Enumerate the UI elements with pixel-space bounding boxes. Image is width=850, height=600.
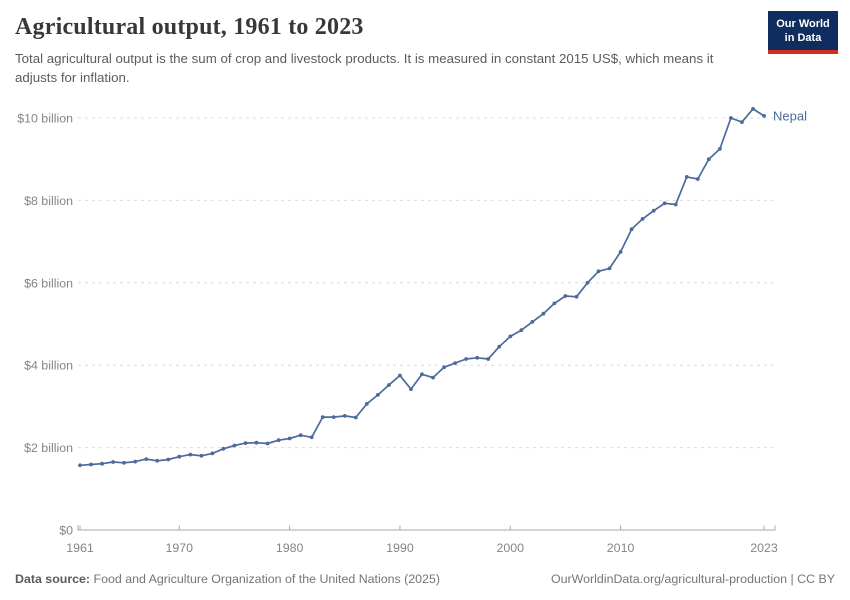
data-point[interactable] bbox=[409, 387, 413, 391]
chart-footer: Data source: Food and Agriculture Organi… bbox=[15, 572, 835, 586]
data-point[interactable] bbox=[232, 443, 237, 448]
data-point[interactable] bbox=[287, 436, 292, 441]
data-point[interactable] bbox=[210, 451, 215, 456]
data-point[interactable] bbox=[673, 202, 678, 207]
data-point[interactable] bbox=[552, 301, 557, 306]
data-point[interactable] bbox=[585, 280, 590, 285]
data-point[interactable] bbox=[353, 415, 358, 420]
data-source-label: Data source: bbox=[15, 572, 91, 586]
data-point[interactable] bbox=[376, 393, 380, 397]
data-point[interactable] bbox=[464, 357, 468, 361]
owid-logo-line1: Our World bbox=[776, 18, 830, 30]
data-point[interactable] bbox=[111, 460, 115, 464]
data-point[interactable] bbox=[309, 435, 314, 440]
data-point[interactable] bbox=[199, 453, 204, 458]
data-point[interactable] bbox=[519, 328, 524, 333]
data-point[interactable] bbox=[718, 147, 722, 151]
data-point[interactable] bbox=[243, 441, 248, 445]
nepal-line-series[interactable] bbox=[79, 108, 765, 467]
data-point[interactable] bbox=[751, 107, 755, 111]
data-point[interactable] bbox=[78, 463, 82, 468]
data-point[interactable] bbox=[497, 344, 502, 349]
data-point[interactable] bbox=[331, 415, 336, 419]
data-point[interactable] bbox=[122, 460, 126, 465]
data-point[interactable] bbox=[607, 266, 612, 271]
data-point[interactable] bbox=[133, 459, 138, 464]
data-point[interactable] bbox=[177, 454, 182, 459]
y-axis-tick-label: $8 billion bbox=[24, 194, 73, 208]
x-axis-tick-label: 2023 bbox=[750, 541, 778, 555]
x-axis-tick-label: 2010 bbox=[607, 541, 635, 555]
data-point[interactable] bbox=[618, 250, 623, 254]
data-point[interactable] bbox=[662, 201, 667, 206]
data-point[interactable] bbox=[706, 157, 711, 162]
x-axis-tick-label: 1990 bbox=[386, 541, 414, 555]
y-axis-tick-label: $0 bbox=[59, 524, 73, 538]
data-point[interactable] bbox=[298, 433, 303, 438]
data-point[interactable] bbox=[640, 217, 645, 221]
chart-header: Agricultural output, 1961 to 2023 Total … bbox=[15, 14, 755, 88]
data-point[interactable] bbox=[684, 175, 689, 179]
chart-title: Agricultural output, 1961 to 2023 bbox=[15, 14, 364, 40]
data-point[interactable] bbox=[144, 457, 149, 461]
owid-logo-line2: in Data bbox=[784, 32, 822, 44]
data-point[interactable] bbox=[420, 372, 424, 377]
data-point[interactable] bbox=[563, 294, 568, 298]
owid-logo: Our World in Data bbox=[768, 11, 838, 54]
data-point[interactable] bbox=[541, 311, 546, 316]
data-point[interactable] bbox=[89, 462, 93, 467]
y-axis-tick-label: $2 billion bbox=[24, 441, 73, 455]
x-axis-line bbox=[77, 525, 776, 531]
data-point[interactable] bbox=[221, 446, 226, 451]
owid-cc-link[interactable]: OurWorldinData.org/agricultural-producti… bbox=[551, 572, 835, 586]
x-axis-tick-label: 1980 bbox=[276, 541, 304, 555]
data-source: Data source: Food and Agriculture Organi… bbox=[15, 572, 440, 586]
data-point[interactable] bbox=[762, 114, 766, 118]
data-point[interactable] bbox=[729, 116, 733, 120]
data-point[interactable] bbox=[342, 414, 347, 418]
data-point[interactable] bbox=[100, 461, 104, 466]
owid-logo-accent-bar bbox=[768, 50, 838, 54]
data-point[interactable] bbox=[155, 458, 160, 463]
data-point[interactable] bbox=[431, 375, 435, 380]
data-point[interactable] bbox=[387, 383, 391, 387]
data-point[interactable] bbox=[508, 334, 513, 339]
data-source-text: Food and Agriculture Organization of the… bbox=[93, 572, 440, 586]
data-point[interactable] bbox=[530, 320, 535, 324]
data-point[interactable] bbox=[596, 269, 601, 274]
x-axis-tick-label: 1961 bbox=[66, 541, 94, 555]
data-point[interactable] bbox=[486, 357, 491, 361]
data-point[interactable] bbox=[740, 120, 744, 124]
data-point[interactable] bbox=[166, 457, 171, 462]
data-point[interactable] bbox=[320, 415, 325, 419]
data-point[interactable] bbox=[629, 227, 634, 232]
data-point[interactable] bbox=[695, 177, 700, 181]
owid-logo-text: Our World in Data bbox=[768, 11, 838, 50]
data-point[interactable] bbox=[475, 355, 480, 360]
data-point[interactable] bbox=[453, 361, 457, 365]
y-axis-tick-label: $6 billion bbox=[24, 276, 73, 290]
chart-subtitle: Total agricultural output is the sum of … bbox=[15, 51, 714, 85]
y-axis-tick-label: $10 billion bbox=[17, 112, 73, 126]
data-point[interactable] bbox=[442, 365, 446, 370]
data-point[interactable] bbox=[254, 440, 259, 445]
y-axis-tick-label: $4 billion bbox=[24, 359, 73, 373]
data-point[interactable] bbox=[188, 452, 193, 457]
data-point[interactable] bbox=[651, 208, 656, 213]
series-label-nepal: Nepal bbox=[773, 108, 807, 123]
x-axis-tick-label: 1970 bbox=[166, 541, 194, 555]
data-point[interactable] bbox=[398, 373, 402, 378]
x-axis-tick-label: 2000 bbox=[496, 541, 524, 555]
data-point[interactable] bbox=[364, 402, 369, 406]
data-point[interactable] bbox=[574, 294, 579, 299]
data-point[interactable] bbox=[276, 438, 281, 443]
data-point[interactable] bbox=[265, 441, 270, 446]
